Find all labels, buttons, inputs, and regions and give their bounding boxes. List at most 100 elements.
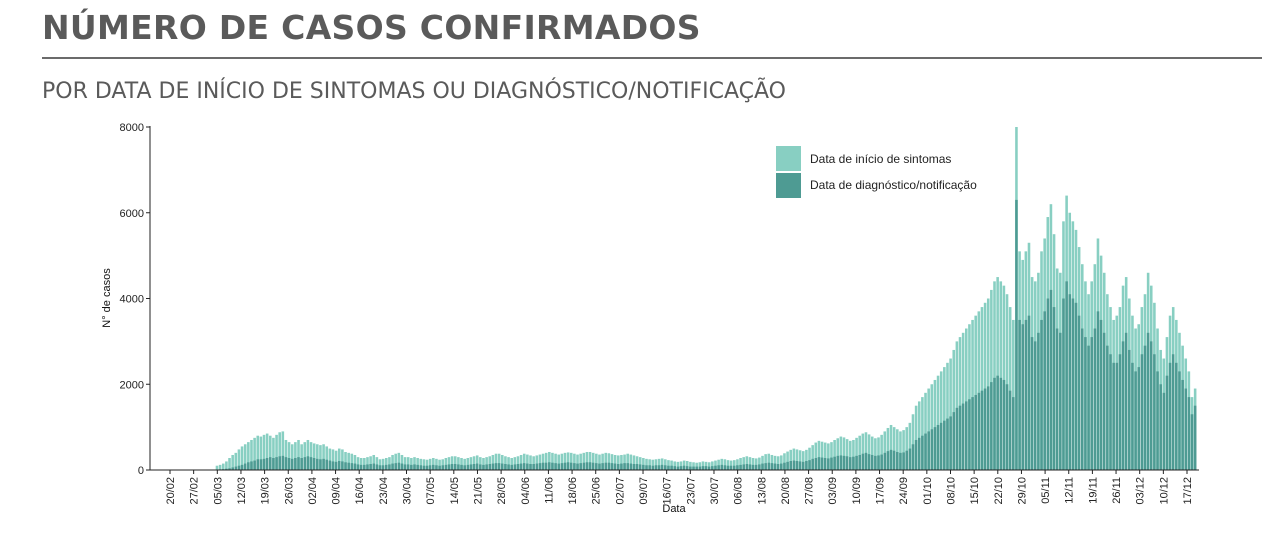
- bar-diagnostico: [783, 462, 786, 470]
- bar-sintomas: [911, 414, 915, 470]
- bar-diagnostico: [576, 463, 579, 470]
- x-tick-label: 17/09: [875, 477, 887, 505]
- bar-diagnostico: [870, 454, 874, 470]
- x-tick-label: 16/04: [354, 477, 366, 505]
- bar-diagnostico: [1062, 298, 1065, 470]
- bar-sintomas: [472, 456, 476, 470]
- bar-diagnostico: [322, 458, 325, 470]
- bar-sintomas: [692, 462, 695, 470]
- bar-sintomas: [861, 433, 865, 470]
- bar-diagnostico: [839, 455, 843, 470]
- bar-sintomas: [290, 444, 294, 470]
- bar-diagnostico: [394, 463, 397, 470]
- bar-diagnostico: [971, 397, 974, 470]
- bar-sintomas: [1008, 307, 1012, 470]
- bar-sintomas: [294, 442, 297, 470]
- bar-sintomas: [776, 456, 780, 470]
- bar-diagnostico: [388, 464, 391, 470]
- bar-sintomas: [1012, 319, 1015, 470]
- bar-sintomas: [845, 439, 849, 470]
- x-tick-label: 26/03: [283, 477, 295, 505]
- bar-diagnostico: [413, 464, 416, 470]
- bar-sintomas: [256, 435, 260, 470]
- bar-diagnostico: [604, 462, 608, 470]
- bar-sintomas: [629, 454, 633, 470]
- bar-diagnostico: [595, 463, 598, 470]
- bar-diagnostico: [739, 464, 742, 470]
- bar-diagnostico: [911, 444, 915, 470]
- bar-sintomas: [635, 456, 639, 470]
- bar-sintomas: [880, 434, 883, 470]
- bar-diagnostico: [949, 416, 952, 470]
- bar-diagnostico: [1137, 367, 1140, 470]
- legend-label-diagnostico: Data de diagnóstico/notificação: [810, 178, 977, 192]
- bar-diagnostico: [316, 458, 319, 470]
- bar-diagnostico: [256, 459, 260, 470]
- x-tick-label: 16/07: [662, 477, 674, 505]
- bar-diagnostico: [1181, 379, 1184, 470]
- x-tick-label: 23/04: [378, 477, 390, 505]
- bar-diagnostico: [325, 459, 328, 470]
- bar-diagnostico: [736, 465, 739, 470]
- bar-diagnostico: [889, 449, 893, 470]
- bar-sintomas: [397, 452, 401, 470]
- x-tick-label: 30/07: [709, 477, 721, 505]
- bar-sintomas: [805, 449, 808, 470]
- bar-sintomas: [864, 432, 868, 470]
- bar-sintomas: [428, 458, 432, 470]
- bar-sintomas: [902, 430, 905, 470]
- bar-diagnostico: [1118, 354, 1122, 470]
- bar-diagnostico: [927, 431, 930, 470]
- bar-diagnostico: [1071, 298, 1075, 470]
- page-title: NÚMERO DE CASOS CONFIRMADOS: [42, 8, 701, 47]
- bar-diagnostico: [425, 465, 429, 470]
- bar-diagnostico: [337, 461, 341, 470]
- bar-diagnostico: [303, 457, 307, 470]
- bar-diagnostico: [1012, 397, 1015, 470]
- bar-diagnostico: [698, 466, 702, 470]
- bar-diagnostico: [993, 377, 996, 470]
- bar-sintomas: [654, 459, 658, 470]
- bar-sintomas: [425, 459, 429, 470]
- bar-diagnostico: [946, 418, 949, 470]
- bar-diagnostico: [363, 464, 366, 470]
- bar-diagnostico: [290, 458, 294, 470]
- bar-diagnostico: [758, 464, 761, 470]
- bar-diagnostico: [341, 461, 344, 470]
- bar-diagnostico: [965, 401, 968, 470]
- bar-sintomas: [842, 437, 846, 470]
- x-tick-label: 15/10: [969, 477, 981, 505]
- bar-sintomas: [955, 341, 959, 471]
- bar-diagnostico: [1106, 345, 1109, 470]
- bar-sintomas: [729, 460, 733, 470]
- bar-sintomas: [576, 454, 579, 470]
- bar-sintomas: [883, 431, 887, 470]
- bar-diagnostico: [1002, 379, 1006, 470]
- bar-diagnostico: [1005, 384, 1009, 470]
- bar-diagnostico: [701, 466, 705, 470]
- bar-diagnostico: [1143, 345, 1147, 470]
- bar-sintomas: [388, 457, 391, 470]
- bar-sintomas: [228, 458, 231, 470]
- bar-diagnostico: [269, 457, 272, 470]
- bar-diagnostico: [400, 463, 404, 470]
- bar-sintomas: [588, 451, 592, 470]
- bar-diagnostico: [1093, 328, 1097, 470]
- bar-sintomas: [808, 447, 811, 470]
- bar-sintomas: [306, 439, 310, 470]
- y-ticks-group: 0 2000 4000 6000 8000: [120, 122, 150, 477]
- bar-diagnostico: [441, 465, 444, 470]
- bar-sintomas: [513, 457, 517, 470]
- bar-diagnostico: [419, 465, 423, 470]
- bar-diagnostico: [917, 437, 921, 470]
- bar-sintomas: [733, 460, 736, 470]
- bar-sintomas: [554, 453, 557, 470]
- bar-diagnostico: [1087, 345, 1090, 470]
- bar-diagnostico: [1187, 397, 1191, 470]
- bar-sintomas: [457, 457, 460, 470]
- legend-swatch-diagnostico: [776, 173, 801, 198]
- bar-diagnostico: [231, 467, 234, 470]
- bar-sintomas: [262, 434, 266, 470]
- bar-diagnostico: [366, 464, 369, 470]
